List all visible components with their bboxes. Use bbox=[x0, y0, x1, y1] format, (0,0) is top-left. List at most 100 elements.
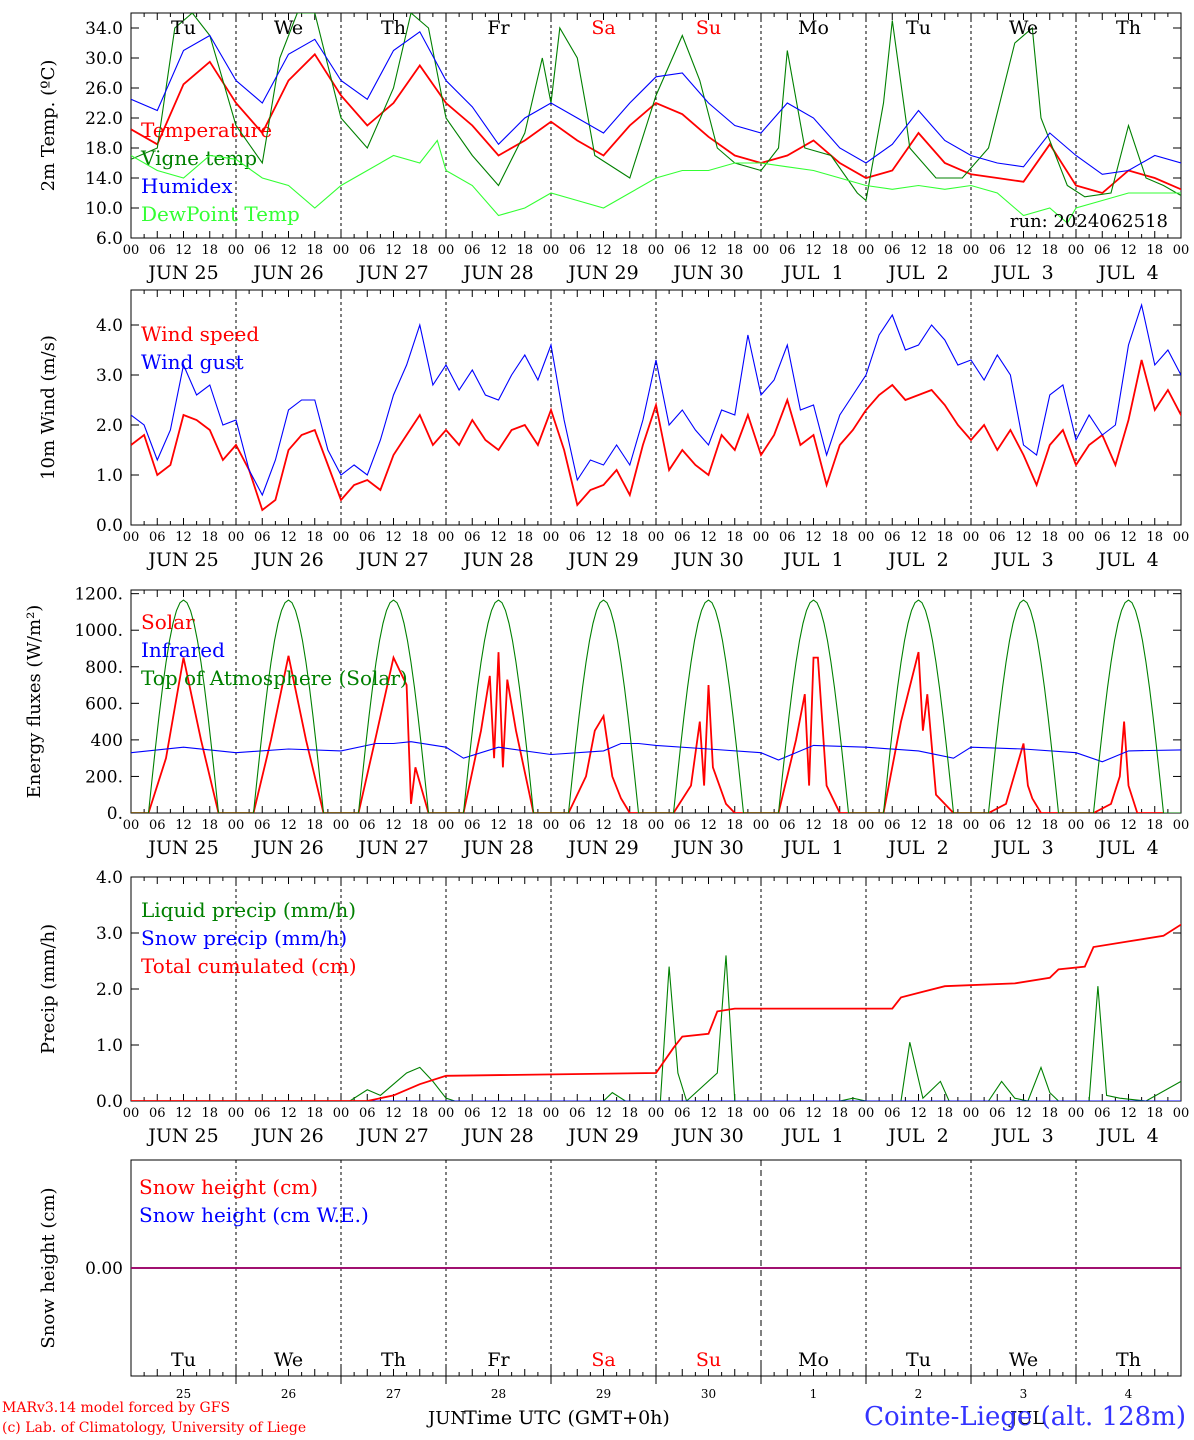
bottom-day-number: 26 bbox=[281, 1387, 296, 1401]
hour-tick-label: 06 bbox=[254, 530, 271, 545]
hour-tick-label: 06 bbox=[989, 1106, 1006, 1121]
legend-vigne-temp: Vigne temp bbox=[140, 146, 257, 170]
y-tick-label: 4.0 bbox=[96, 868, 123, 888]
bottom-day-number: 2 bbox=[915, 1387, 923, 1401]
hour-tick-label: 12 bbox=[805, 818, 822, 833]
hour-tick-label: 06 bbox=[464, 818, 481, 833]
hour-tick-label: 06 bbox=[359, 530, 376, 545]
hour-tick-label: 18 bbox=[621, 243, 638, 258]
series-humidex bbox=[131, 30, 1181, 175]
day-label: JUL 1 bbox=[781, 1125, 843, 1147]
hour-tick-label: 12 bbox=[175, 1106, 192, 1121]
hour-tick-label: 06 bbox=[884, 530, 901, 545]
series-toa-solar bbox=[131, 599, 1181, 813]
x-axis-label: Time UTC (GMT+0h) bbox=[464, 1407, 670, 1429]
y-axis-label: Snow height (cm) bbox=[38, 1187, 59, 1348]
day-label: JUL 1 bbox=[781, 837, 843, 859]
hour-tick-label: 06 bbox=[674, 243, 691, 258]
series-dewpoint-temp bbox=[131, 139, 1181, 224]
bottom-weekday-label: We bbox=[274, 1349, 303, 1371]
hour-tick-label: 18 bbox=[306, 243, 323, 258]
y-tick-label: 2.0 bbox=[96, 980, 123, 1000]
y-tick-label: 1000. bbox=[74, 621, 123, 641]
day-label: JUL 2 bbox=[886, 837, 948, 859]
y-tick-label: 3.0 bbox=[96, 366, 123, 386]
hour-tick-label: 12 bbox=[910, 1106, 927, 1121]
day-label: JUL 4 bbox=[1096, 837, 1158, 859]
hour-tick-label: 18 bbox=[621, 1106, 638, 1121]
hour-tick-label: 00 bbox=[228, 1106, 245, 1121]
hour-tick-label: 12 bbox=[805, 243, 822, 258]
bottom-day-number: 1 bbox=[810, 1387, 818, 1401]
hour-tick-label: 00 bbox=[1173, 818, 1190, 833]
day-label: JUL 4 bbox=[1096, 262, 1158, 284]
hour-tick-label: 12 bbox=[1015, 243, 1032, 258]
weekday-label: Fr bbox=[487, 17, 510, 39]
hour-tick-label: 12 bbox=[805, 530, 822, 545]
y-axis-label: 10m Wind (m/s) bbox=[38, 335, 59, 480]
series-liquid-precip-mm-h- bbox=[131, 955, 1181, 1101]
hour-tick-label: 18 bbox=[831, 243, 848, 258]
weekday-label: Th bbox=[1116, 17, 1141, 39]
hour-tick-label: 12 bbox=[1120, 1106, 1137, 1121]
hour-tick-label: 00 bbox=[438, 818, 455, 833]
weekday-label: We bbox=[1009, 17, 1038, 39]
y-tick-label: 4.0 bbox=[96, 316, 123, 336]
hour-tick-label: 00 bbox=[648, 530, 665, 545]
hour-tick-label: 00 bbox=[1068, 530, 1085, 545]
y-tick-label: 0.0 bbox=[96, 1092, 123, 1112]
y-axis-label: Precip (mm/h) bbox=[38, 924, 59, 1054]
hour-tick-label: 18 bbox=[516, 530, 533, 545]
hour-tick-label: 12 bbox=[1120, 818, 1137, 833]
hour-tick-label: 12 bbox=[175, 243, 192, 258]
bottom-day-number: 27 bbox=[386, 1387, 401, 1401]
hour-tick-label: 18 bbox=[201, 530, 218, 545]
hour-tick-label: 06 bbox=[1094, 818, 1111, 833]
hour-tick-label: 06 bbox=[359, 243, 376, 258]
legend-snow-precip: Snow precip (mm/h) bbox=[141, 926, 347, 950]
hour-tick-label: 00 bbox=[1068, 818, 1085, 833]
hour-tick-label: 06 bbox=[149, 1106, 166, 1121]
hour-tick-label: 00 bbox=[753, 1106, 770, 1121]
day-label: JUN 26 bbox=[251, 1125, 323, 1147]
hour-tick-label: 12 bbox=[490, 243, 507, 258]
hour-tick-label: 06 bbox=[884, 1106, 901, 1121]
y-tick-label: 200. bbox=[85, 767, 123, 787]
hour-tick-label: 00 bbox=[1068, 243, 1085, 258]
hour-tick-label: 00 bbox=[228, 818, 245, 833]
hour-tick-label: 00 bbox=[858, 1106, 875, 1121]
hour-tick-label: 06 bbox=[989, 530, 1006, 545]
copyright-credit: (c) Lab. of Climatology, University of L… bbox=[2, 1420, 307, 1436]
hour-tick-label: 12 bbox=[805, 1106, 822, 1121]
panel-5: 0.00 Snow height (cm) Snow height (cm) Snow… bbox=[38, 1159, 1182, 1377]
day-label: JUL 3 bbox=[991, 549, 1053, 571]
series-solar bbox=[131, 651, 1164, 813]
hour-tick-label: 12 bbox=[595, 243, 612, 258]
day-label: JUN 25 bbox=[146, 1125, 218, 1147]
hour-tick-label: 12 bbox=[280, 818, 297, 833]
day-label: JUN 28 bbox=[461, 837, 533, 859]
y-tick-label: 0. bbox=[107, 804, 123, 824]
series-total-cumulated-cm- bbox=[131, 923, 1181, 1101]
month-label-jun: JUN bbox=[426, 1408, 466, 1429]
hour-tick-label: 00 bbox=[333, 530, 350, 545]
weekday-label: Th bbox=[381, 17, 406, 39]
hour-tick-label: 06 bbox=[149, 818, 166, 833]
hour-tick-label: 00 bbox=[1173, 1106, 1190, 1121]
hour-tick-label: 00 bbox=[963, 818, 980, 833]
hour-tick-label: 00 bbox=[543, 818, 560, 833]
bottom-weekday-label: Mo bbox=[798, 1349, 829, 1371]
hour-tick-label: 18 bbox=[936, 530, 953, 545]
hour-tick-label: 12 bbox=[1120, 530, 1137, 545]
hour-tick-label: 06 bbox=[989, 818, 1006, 833]
day-label: JUN 28 bbox=[461, 549, 533, 571]
day-label: JUL 2 bbox=[886, 1125, 948, 1147]
hour-tick-label: 12 bbox=[1015, 1106, 1032, 1121]
bottom-day-number: 30 bbox=[701, 1387, 716, 1401]
bottom-weekday-label: Th bbox=[1116, 1349, 1141, 1371]
day-label: JUN 27 bbox=[356, 549, 428, 571]
hour-tick-label: 00 bbox=[438, 1106, 455, 1121]
day-label: JUL 1 bbox=[781, 262, 843, 284]
bottom-weekday-label: Sa bbox=[591, 1349, 615, 1371]
panel-3: 00 06 12 18 00 06 12 18 00 06 12 18 00 06 12 18 00 06 12 18… bbox=[24, 585, 1189, 859]
